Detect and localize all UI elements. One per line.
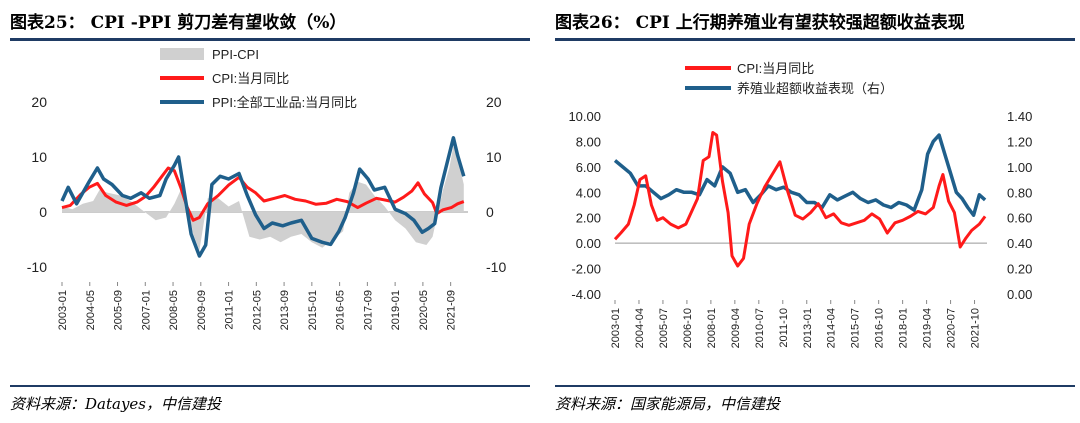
- legend-swatch-area: [160, 48, 204, 60]
- x-tick-label: 2003-01: [610, 308, 622, 348]
- series-line-cpi: [61, 166, 465, 222]
- source-rule: [10, 385, 530, 387]
- y-tick-label-right: 0.60: [1007, 211, 1032, 226]
- x-tick-label: 2009-04: [730, 308, 742, 348]
- source-rule: [555, 385, 1075, 387]
- x-tick-label: 2006-10: [682, 308, 694, 348]
- y-tick-label-left: 20: [31, 94, 47, 110]
- x-tick-label: 2004-04: [634, 308, 646, 348]
- x-tick-label: 2015-01: [307, 290, 319, 330]
- y-tick-label-left: 0: [39, 204, 47, 220]
- x-tick-label: 2011-10: [778, 308, 790, 348]
- y-tick-label-left: -2.00: [571, 262, 601, 277]
- x-tick-label: 2020-05: [418, 290, 430, 330]
- x-tick-label: 2016-10: [874, 308, 886, 348]
- y-tick-label-left: 4.00: [576, 185, 601, 200]
- x-tick-label: 2019-04: [922, 308, 934, 348]
- title-rule: [555, 38, 1075, 41]
- y-tick-label-left: -4.00: [571, 287, 601, 302]
- x-tick-label: 2007-01: [140, 290, 152, 330]
- x-tick-label: 2012-05: [251, 290, 263, 330]
- y-tick-label-right: 1.00: [1007, 160, 1032, 175]
- legend-label: CPI:当月同比: [737, 61, 814, 76]
- y-tick-label-left: 2.00: [576, 211, 601, 226]
- y-tick-label-right: 0.00: [1007, 287, 1032, 302]
- x-tick-label: 2013-01: [802, 308, 814, 348]
- series-line-ppi: [60, 136, 466, 258]
- cpi-ppi-chart: 20 20 10 10 0 0 -10 -10 2003-01 2004-05 2005-09 200…: [27, 47, 507, 330]
- legend-label: 养殖业超额收益表现（右）: [737, 81, 893, 96]
- x-tick-label: 2016-05: [335, 290, 347, 330]
- series-line-excess-return: [613, 133, 987, 217]
- chart-title: 图表25： CPI -PPI 剪刀差有望收敛（%）: [10, 13, 347, 33]
- chart-panel-cpi-ppi: 图表25： CPI -PPI 剪刀差有望收敛（%） 20 20 10 10 0 0 -10 -…: [10, 0, 532, 423]
- legend-label: PPI:全部工业品:当月同比: [212, 95, 357, 110]
- y-tick-label-right: 0.40: [1007, 236, 1032, 251]
- x-tick-label: 2017-09: [362, 290, 374, 330]
- title-rule: [10, 38, 530, 41]
- x-tick-label: 2021-10: [970, 308, 982, 348]
- source-note: 资料来源：Datayes，中信建投: [10, 395, 221, 413]
- legend-label: PPI-CPI: [212, 47, 259, 62]
- y-tick-label-right: 20: [486, 94, 502, 110]
- chart-panel-livestock: 图表26： CPI 上行期养殖业有望获较强超额收益表现 10.00 8.00 6.0…: [555, 0, 1077, 423]
- y-tick-label-left: 10.00: [568, 109, 601, 124]
- x-tick-label: 2009-09: [196, 290, 208, 330]
- y-tick-label-right: 1.20: [1007, 134, 1032, 149]
- y-tick-label-right: 1.40: [1007, 109, 1032, 124]
- x-tick-label: 2008-05: [168, 290, 180, 330]
- x-tick-label: 2008-01: [706, 308, 718, 348]
- x-tick-label: 2005-07: [658, 308, 670, 348]
- x-tick-label: 2020-07: [946, 308, 958, 348]
- x-tick-label: 2005-09: [113, 290, 125, 330]
- x-tick-label: 2003-01: [57, 290, 69, 330]
- x-tick-label: 2018-01: [898, 308, 910, 348]
- x-tick-label: 2010-07: [754, 308, 766, 348]
- x-tick-label: 2004-05: [85, 290, 97, 330]
- y-tick-label-right: 0: [486, 204, 494, 220]
- series-line-cpi: [613, 131, 987, 268]
- x-tick-label: 2014-04: [826, 308, 838, 348]
- y-tick-label-left: -10: [27, 259, 47, 275]
- y-tick-label-right: 0.80: [1007, 185, 1032, 200]
- x-tick-label: 2019-01: [390, 290, 402, 330]
- x-tick-label: 2013-09: [279, 290, 291, 330]
- y-tick-label-right: 0.20: [1007, 262, 1032, 277]
- livestock-excess-return-chart: 10.00 8.00 6.00 4.00 2.00 0.00 -2.00 -4.00 1.40 1…: [568, 61, 1032, 348]
- y-tick-label-left: 10: [31, 149, 47, 165]
- source-note: 资料来源：国家能源局，中信建投: [555, 395, 781, 413]
- y-tick-label-right: -10: [486, 259, 506, 275]
- x-tick-label: 2021-09: [446, 290, 458, 330]
- x-tick-label: 2011-01: [224, 290, 236, 330]
- chart-title: 图表26： CPI 上行期养殖业有望获较强超额收益表现: [555, 13, 965, 33]
- y-tick-label-left: 8.00: [576, 134, 601, 149]
- y-tick-label-right: 10: [486, 149, 502, 165]
- x-tick-label: 2015-07: [850, 308, 862, 348]
- y-tick-label-left: 0.00: [576, 236, 601, 251]
- y-tick-label-left: 6.00: [576, 160, 601, 175]
- legend-label: CPI:当月同比: [212, 71, 289, 86]
